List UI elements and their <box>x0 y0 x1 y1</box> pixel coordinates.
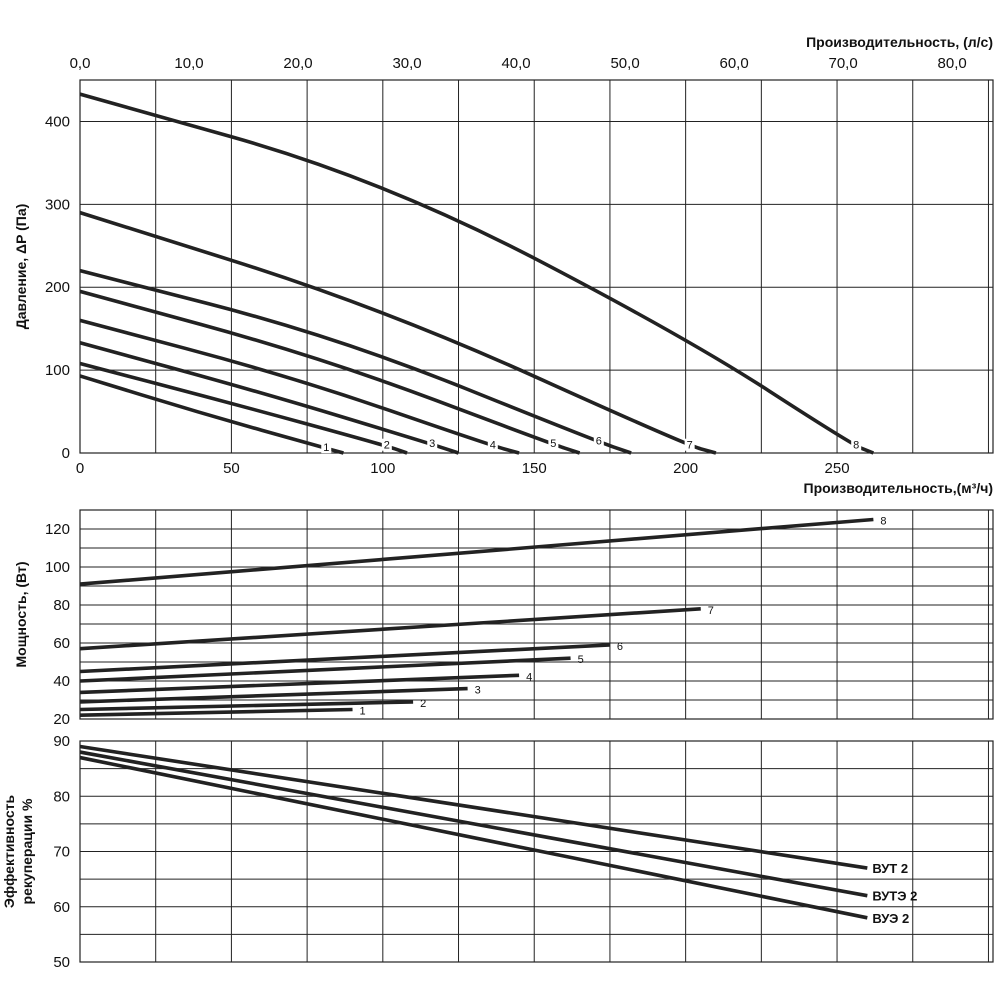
pressure-curve-label: 5 <box>550 438 556 450</box>
top-x-tick-label: 0,0 <box>70 55 91 72</box>
top-axis-title: Производительность, (л/с) <box>806 34 993 50</box>
efficiency-line-label: ВУТЭ 2 <box>872 889 917 904</box>
y-tick-label: 20 <box>53 711 70 728</box>
power-line-3 <box>79 686 468 704</box>
pressure-curve-5 <box>79 289 581 455</box>
power-line-label: 8 <box>880 516 886 528</box>
pressure-curve-8 <box>79 92 875 455</box>
top-x-tick-label: 70,0 <box>829 55 858 72</box>
x-tick-label: 200 <box>673 460 698 477</box>
efficiency-line-label: ВУЭ 2 <box>872 911 909 926</box>
curve-label-bg <box>427 437 438 450</box>
efficiency-line-label: ВУТ 2 <box>872 861 908 876</box>
top-x-tick-label: 50,0 <box>610 55 639 72</box>
power-line-5 <box>79 656 571 683</box>
curve-label-bg <box>851 438 862 451</box>
x-axis-title: Производительность,(м³/ч) <box>804 480 993 496</box>
y-tick-label: 400 <box>45 113 70 130</box>
y-tick-label: 100 <box>45 559 70 576</box>
power-line-label: 3 <box>475 685 481 697</box>
y-tick-label: 120 <box>45 521 70 538</box>
pressure-curve-label: 6 <box>596 436 602 448</box>
curve-label-bg <box>381 438 392 451</box>
pressure-curve-label: 1 <box>323 442 329 454</box>
y-tick-label: 80 <box>53 597 70 614</box>
power-line-label: 6 <box>617 641 623 653</box>
pressure-curve-1 <box>79 374 344 455</box>
top-x-tick-label: 40,0 <box>501 55 530 72</box>
y-tick-label: 60 <box>53 635 70 652</box>
power-line-label: 7 <box>708 605 714 617</box>
pressure-curve-4 <box>79 318 520 455</box>
power-line-label: 1 <box>360 706 366 718</box>
power-line-label: 5 <box>578 654 584 666</box>
y-tick-label: 70 <box>53 844 70 861</box>
curve-label-bg <box>684 438 695 451</box>
efficiency-line <box>79 750 868 898</box>
y-tick-label: 300 <box>45 196 70 213</box>
top-x-tick-label: 20,0 <box>283 55 312 72</box>
curve-label-bg <box>593 434 604 447</box>
power-line-8 <box>79 517 874 586</box>
y-tick-label: 0 <box>62 445 70 462</box>
power-line-6 <box>79 643 611 674</box>
pressure-curve-7 <box>79 210 717 455</box>
x-tick-label: 0 <box>76 460 84 477</box>
y-tick-label: 40 <box>53 673 70 690</box>
curve-label-bg <box>321 441 332 454</box>
pressure-curve-label: 4 <box>490 440 496 452</box>
pressure-curve-label: 2 <box>384 440 390 452</box>
x-tick-label: 100 <box>370 460 395 477</box>
x-tick-label: 150 <box>522 460 547 477</box>
power-line-1 <box>79 707 353 717</box>
efficiency-line <box>79 755 868 920</box>
power-line-label: 2 <box>420 698 426 710</box>
y-tick-label: 100 <box>45 362 70 379</box>
power-line-label: 4 <box>526 671 532 683</box>
power-line-2 <box>79 700 414 712</box>
y-tick-label: 200 <box>45 279 70 296</box>
plot-frame <box>79 509 994 720</box>
plot-frame <box>79 740 994 963</box>
power-line-7 <box>79 607 701 651</box>
curve-label-bg <box>548 437 559 450</box>
y-axis-title: Мощность, (Вт) <box>13 562 29 668</box>
y-tick-label: 50 <box>53 954 70 971</box>
pressure-curve-6 <box>79 268 632 455</box>
y-axis-title-line1: Эффективность <box>1 795 17 909</box>
y-tick-label: 90 <box>53 733 70 750</box>
pressure-curve-label: 7 <box>687 440 693 452</box>
pressure-curve-3 <box>79 341 460 455</box>
y-tick-label: 80 <box>53 788 70 805</box>
top-x-tick-label: 30,0 <box>392 55 421 72</box>
curve-label-bg <box>487 438 498 451</box>
plot-frame <box>79 79 994 454</box>
y-axis-title: Давление, ΔP (Па) <box>13 204 29 330</box>
top-x-tick-label: 10,0 <box>174 55 203 72</box>
y-axis-title-line2: рекуперации % <box>19 798 35 904</box>
top-x-tick-label: 60,0 <box>719 55 748 72</box>
x-tick-label: 50 <box>223 460 240 477</box>
power-line-4 <box>79 673 520 695</box>
top-x-tick-label: 80,0 <box>938 55 967 72</box>
x-tick-label: 250 <box>825 460 850 477</box>
pressure-curve-label: 3 <box>429 438 435 450</box>
efficiency-line <box>79 744 868 870</box>
pressure-curve-2 <box>79 361 408 455</box>
y-tick-label: 60 <box>53 899 70 916</box>
pressure-curve-label: 8 <box>853 440 859 452</box>
